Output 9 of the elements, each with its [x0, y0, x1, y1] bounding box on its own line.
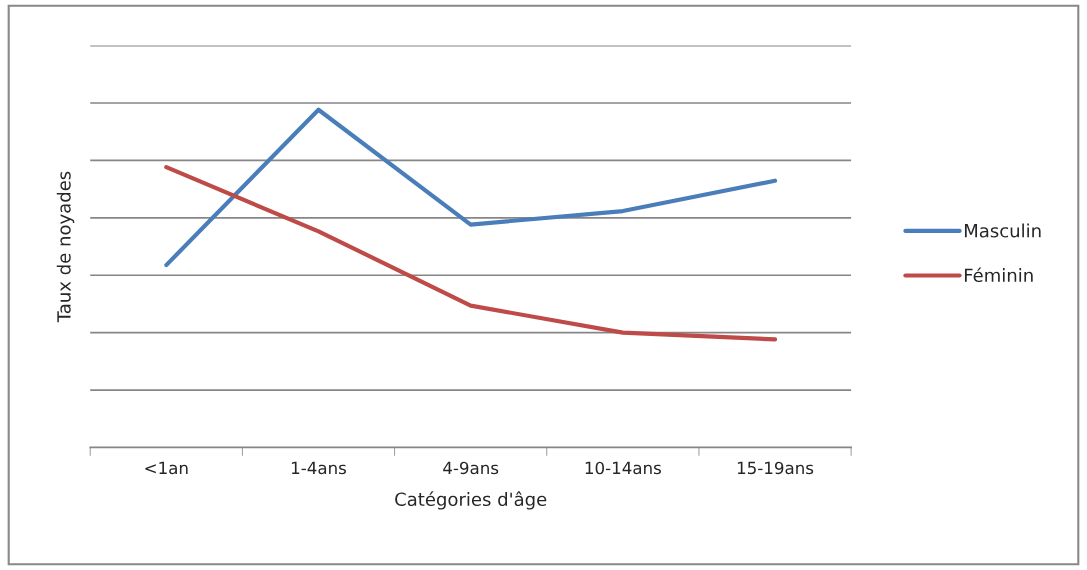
legend-label: Masculin	[964, 223, 1041, 238]
x-tick-label: <1an	[145, 461, 188, 475]
x-tick-label: 15-19ans	[737, 461, 814, 475]
x-axis-title: Catégories d'âge	[395, 491, 547, 510]
x-tick-label: 10-14ans	[585, 461, 661, 475]
x-tick-label: 4-9ans	[443, 461, 499, 475]
legend-label: Féminin	[964, 267, 1033, 283]
y-axis-title: Taux de noyades	[56, 171, 75, 323]
x-tick-label: 1-4ans	[291, 461, 347, 475]
